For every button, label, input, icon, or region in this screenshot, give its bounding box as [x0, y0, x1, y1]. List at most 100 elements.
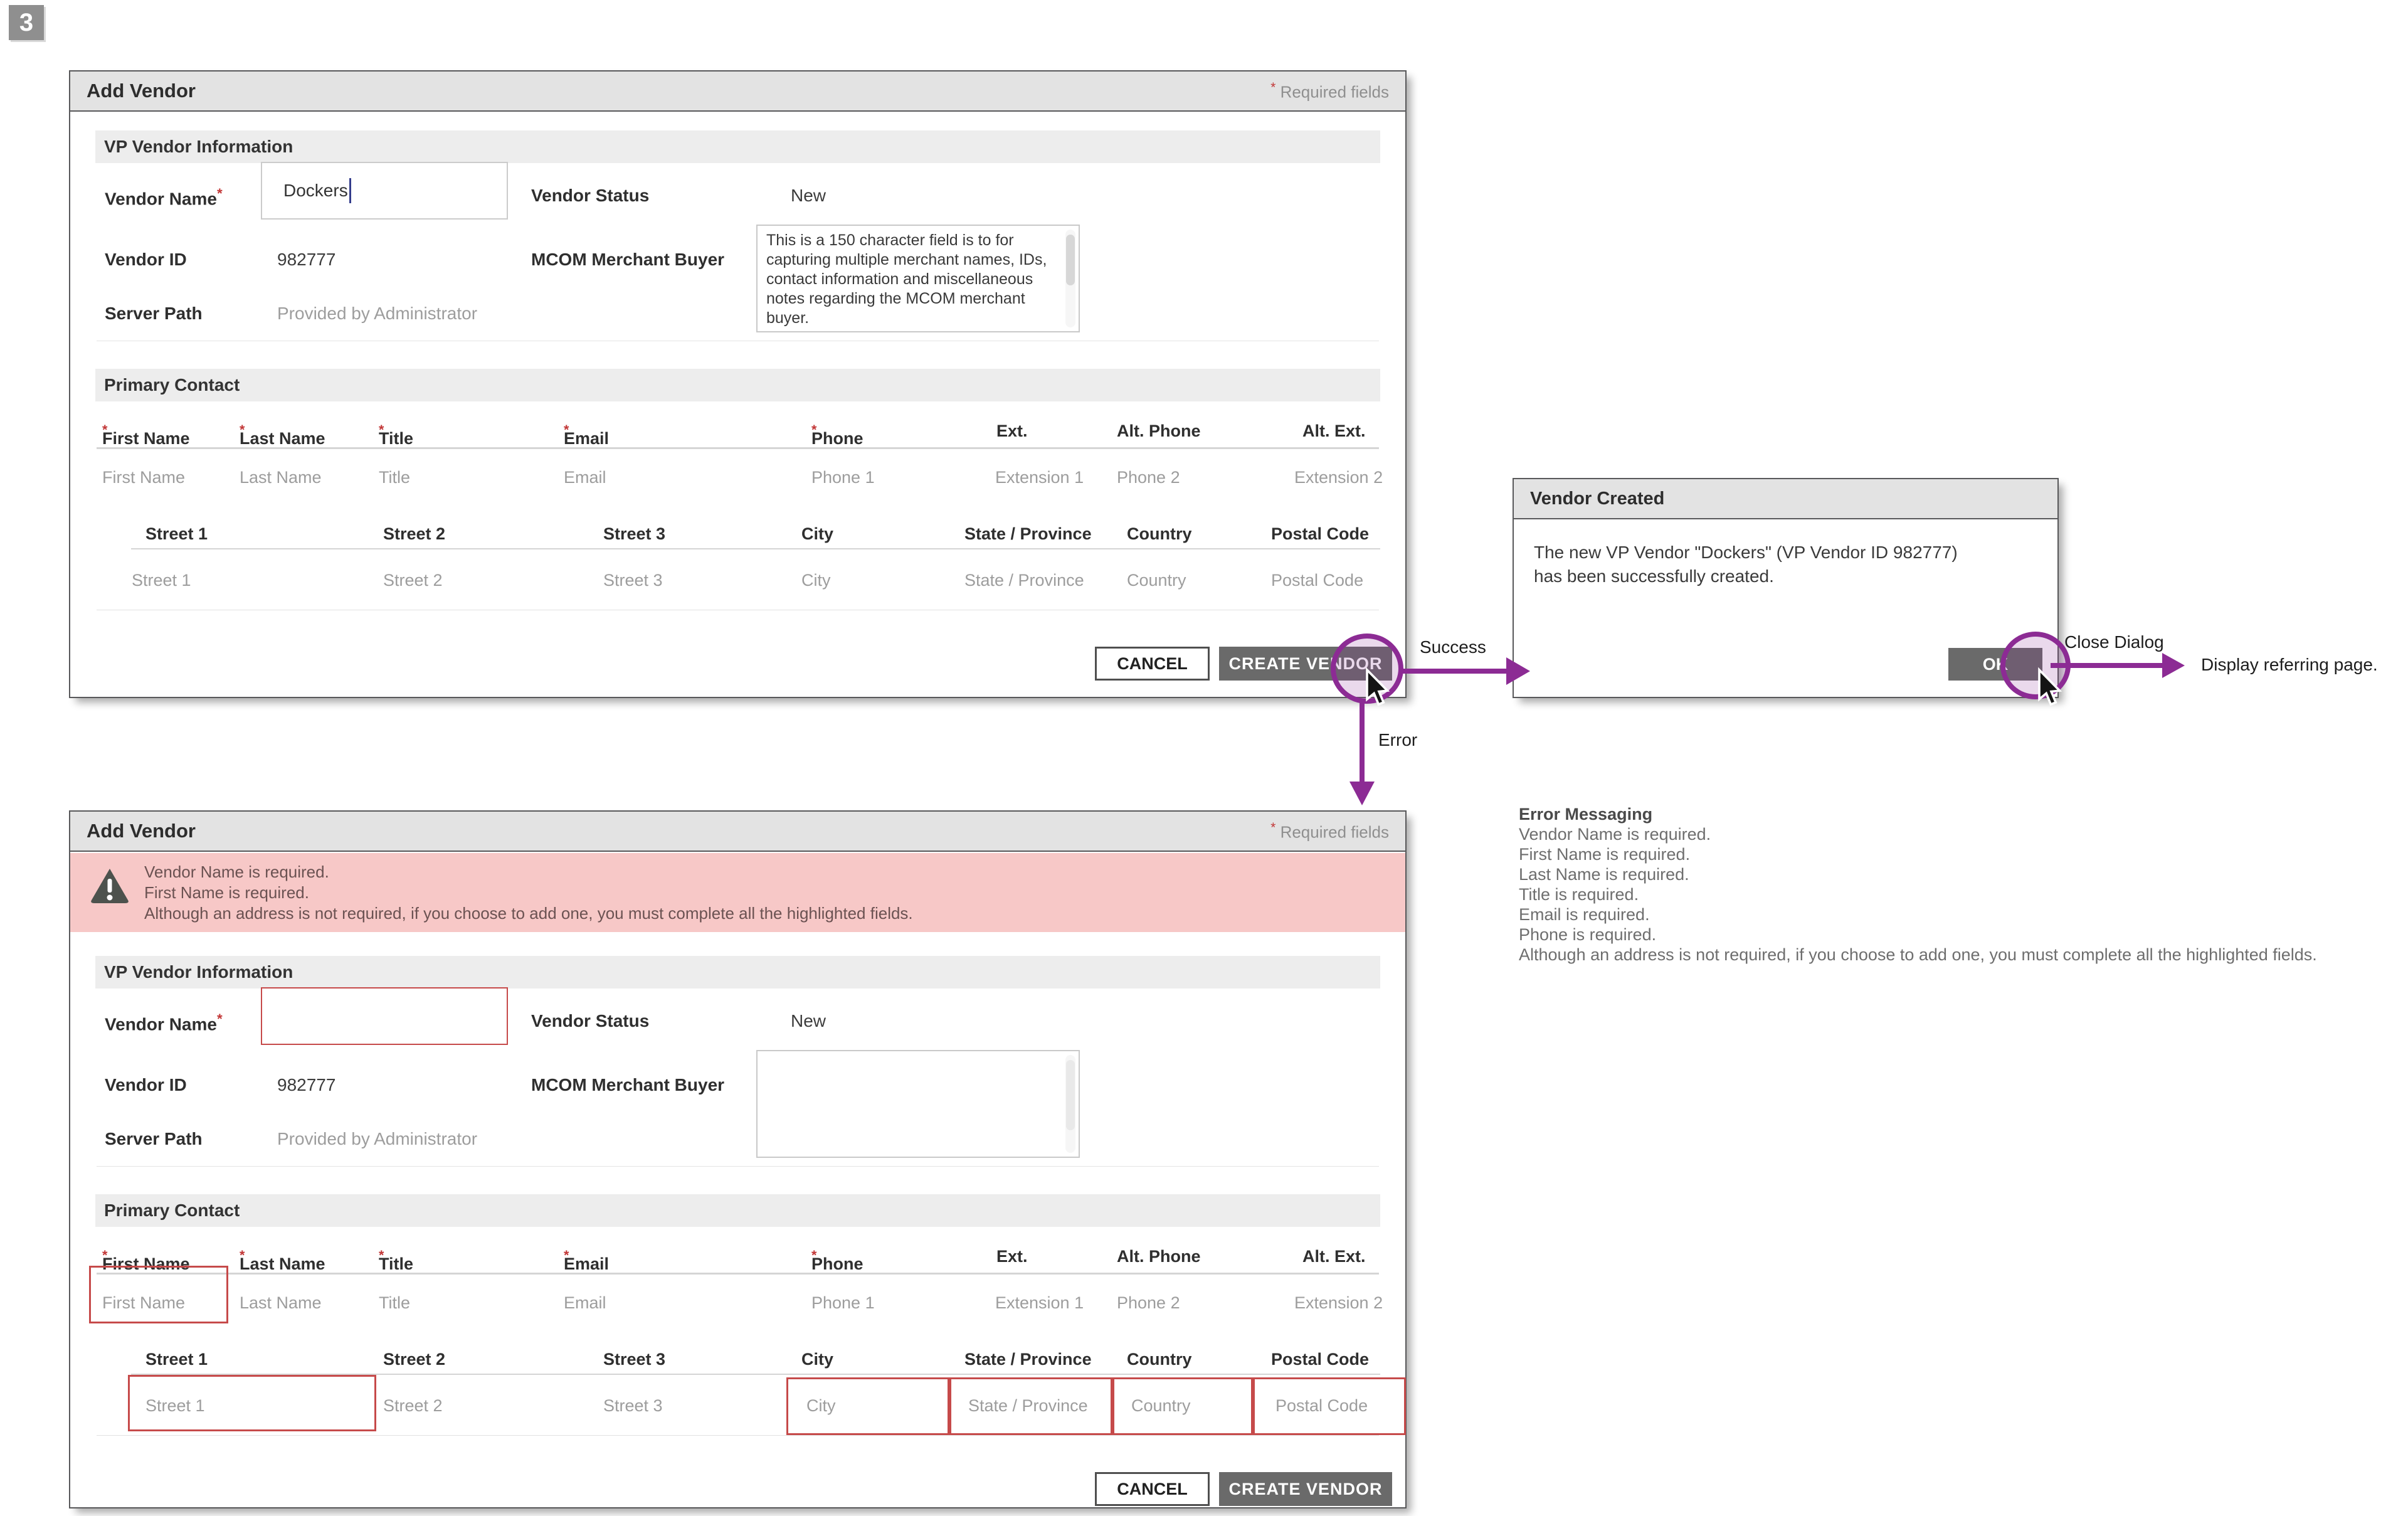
street1-field[interactable]: Street 1	[132, 571, 191, 590]
postal-code-error-highlight	[1253, 1377, 1406, 1435]
title-field[interactable]: Title	[379, 1293, 411, 1312]
email-header: Email *	[564, 421, 610, 448]
last-name-field[interactable]: Last Name	[240, 1293, 322, 1312]
city-field[interactable]: City	[806, 1396, 836, 1415]
section-vendor-info: VP Vendor Information	[95, 130, 1380, 163]
step-number-badge: 3	[9, 5, 44, 40]
first-name-header: First Name *	[102, 1247, 190, 1273]
city-error-highlight	[786, 1377, 949, 1435]
state-province-header: State / Province	[964, 1350, 1092, 1369]
vendor-name-input[interactable]: Dockers	[261, 162, 508, 220]
vendor-created-dialog: Vendor Created The new VP Vendor "Docker…	[1513, 478, 2059, 698]
cancel-button[interactable]: CANCEL	[1095, 647, 1210, 681]
email-field[interactable]: Email	[564, 468, 606, 487]
ext-field[interactable]: Extension 1	[995, 468, 1084, 487]
first-name-field[interactable]: First Name	[102, 468, 186, 487]
city-header: City	[801, 524, 834, 543]
dialog-titlebar: Vendor Created	[1514, 479, 2057, 519]
error-messaging-title: Error Messaging	[1519, 805, 1653, 824]
last-name-header: Last Name *	[240, 421, 325, 448]
alt-ext-field[interactable]: Extension 2	[1294, 468, 1383, 487]
section-primary-contact: Primary Contact	[95, 369, 1380, 401]
success-message: The new VP Vendor "Dockers" (VP Vendor I…	[1534, 543, 1958, 586]
last-name-field[interactable]: Last Name	[240, 468, 322, 487]
first-name-field[interactable]: First Name	[102, 1293, 186, 1312]
error-flow-label: Error	[1378, 730, 1418, 750]
button-row: CANCEL CREATE VENDOR	[97, 1435, 1392, 1508]
create-vendor-button[interactable]: CREATE VENDOR	[1219, 647, 1392, 681]
postal-code-field[interactable]: Postal Code	[1275, 1396, 1368, 1415]
country-field[interactable]: Country	[1127, 571, 1186, 590]
button-row: CANCEL CREATE VENDOR	[97, 610, 1392, 682]
title-field[interactable]: Title	[379, 468, 411, 487]
alt-phone-header: Alt. Phone	[1117, 421, 1201, 440]
scrollbar-thumb[interactable]	[1066, 1060, 1075, 1131]
vendor-id-value: 982777	[277, 1075, 336, 1095]
first-name-error-highlight	[89, 1266, 228, 1323]
title-header: Title *	[379, 1247, 414, 1273]
vendor-name-label: Vendor Name*	[105, 1011, 223, 1034]
country-field[interactable]: Country	[1131, 1396, 1191, 1415]
street2-field[interactable]: Street 2	[383, 1396, 443, 1415]
state-province-field[interactable]: State / Province	[964, 571, 1084, 590]
create-vendor-button[interactable]: CREATE VENDOR	[1219, 1472, 1392, 1506]
state-province-field[interactable]: State / Province	[968, 1396, 1088, 1415]
phone-field[interactable]: Phone 1	[811, 1293, 875, 1312]
vendor-id-row: Vendor ID 982777 MCOM Merchant Buyer Thi…	[97, 225, 1379, 332]
address-input-row: Street 1 Street 2 Street 3 City State / …	[97, 1375, 1406, 1435]
state-province-error-highlight	[949, 1377, 1112, 1435]
textarea-scrollbar[interactable]	[1065, 230, 1075, 327]
server-path-placeholder: Provided by Administrator	[277, 304, 478, 323]
street1-field[interactable]: Street 1	[145, 1396, 205, 1415]
phone-field[interactable]: Phone 1	[811, 468, 875, 487]
vendor-name-input[interactable]	[261, 987, 508, 1045]
alt-ext-header: Alt. Ext.	[1302, 421, 1366, 440]
email-header: Email *	[564, 1247, 610, 1273]
vendor-id-value: 982777	[277, 250, 336, 269]
street1-error-highlight	[128, 1375, 376, 1431]
contact-header-row: First Name * Last Name * Title * Email * Pho…	[97, 414, 1379, 449]
textarea-scrollbar[interactable]	[1065, 1055, 1075, 1153]
required-fields-note: * Required fields	[1270, 820, 1389, 842]
mcom-merchant-buyer-textarea[interactable]: This is a 150 character field is to for …	[756, 225, 1080, 332]
city-field[interactable]: City	[801, 571, 831, 590]
vendor-status-label: Vendor Status	[531, 186, 650, 205]
mcom-text: This is a 150 character field is to for …	[766, 231, 1047, 327]
street1-header: Street 1	[145, 524, 208, 543]
postal-code-field[interactable]: Postal Code	[1271, 571, 1364, 590]
dialog-title: Add Vendor	[87, 80, 196, 102]
mcom-merchant-buyer-textarea[interactable]	[756, 1050, 1080, 1158]
alt-phone-header: Alt. Phone	[1117, 1247, 1201, 1266]
ok-button[interactable]: OK	[1948, 648, 2042, 681]
street3-field[interactable]: Street 3	[603, 571, 663, 590]
alt-phone-field[interactable]: Phone 2	[1117, 1293, 1180, 1312]
dialog-titlebar: Add Vendor * Required fields	[70, 72, 1405, 112]
add-vendor-error-dialog: Add Vendor * Required fields Vendor Name…	[69, 810, 1407, 1508]
country-header: Country	[1127, 1350, 1192, 1369]
street3-field[interactable]: Street 3	[603, 1396, 663, 1415]
address-input-row: Street 1 Street 2 Street 3 City State / …	[97, 549, 1379, 606]
contact-input-row: First Name Last Name Title Email Phone 1…	[97, 449, 1383, 509]
street1-header: Street 1	[145, 1350, 208, 1369]
mcom-merchant-buyer-label: MCOM Merchant Buyer	[531, 1075, 725, 1095]
vendor-id-row: Vendor ID 982777 MCOM Merchant Buyer	[97, 1050, 1379, 1158]
vendor-id-label: Vendor ID	[105, 250, 187, 269]
street2-header: Street 2	[383, 1350, 446, 1369]
email-field[interactable]: Email	[564, 1293, 606, 1312]
cancel-button[interactable]: CANCEL	[1095, 1472, 1210, 1506]
vendor-status-value: New	[791, 186, 826, 205]
success-flow-label: Success	[1420, 637, 1486, 657]
alt-phone-field[interactable]: Phone 2	[1117, 468, 1180, 487]
contact-input-row: First Name Last Name Title Email Phone 1…	[89, 1266, 1383, 1335]
street2-field[interactable]: Street 2	[383, 571, 443, 590]
ext-field[interactable]: Extension 1	[995, 1293, 1084, 1312]
phone-header: Phone *	[811, 421, 863, 448]
server-path-placeholder: Provided by Administrator	[277, 1129, 478, 1148]
vendor-status-label: Vendor Status	[531, 1011, 650, 1031]
scrollbar-thumb[interactable]	[1066, 235, 1075, 286]
add-vendor-dialog: Add Vendor * Required fields VP Vendor I…	[69, 70, 1407, 698]
ext-header: Ext.	[996, 1247, 1028, 1266]
section-primary-contact: Primary Contact	[95, 1194, 1380, 1227]
alt-ext-field[interactable]: Extension 2	[1294, 1293, 1383, 1312]
street3-header: Street 3	[603, 1350, 666, 1369]
